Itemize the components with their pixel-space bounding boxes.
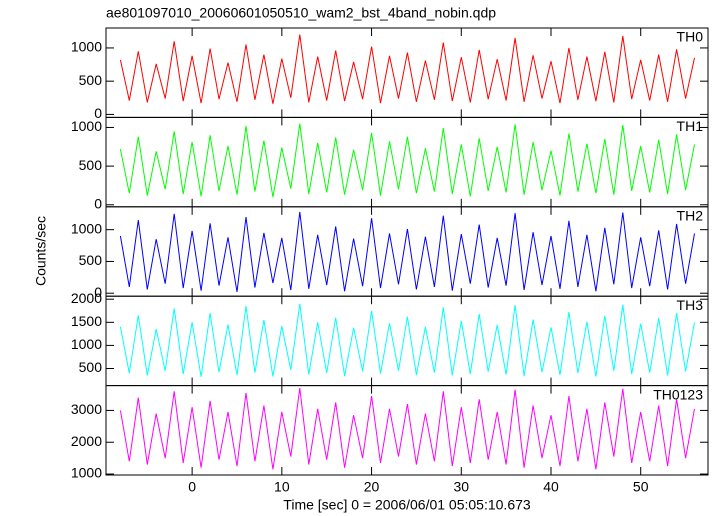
y-tick-label: 1000 <box>71 465 102 481</box>
light-curve <box>119 211 695 292</box>
panel-frame <box>105 385 709 476</box>
x-axis-label: Time [sec] 0 = 2006/06/01 05:05:10.673 <box>283 497 531 513</box>
y-tick-label: 0 <box>94 195 102 211</box>
light-curve <box>119 123 695 198</box>
y-tick-label: 0 <box>94 284 102 300</box>
light-curve <box>119 303 695 377</box>
y-tick-label: 500 <box>79 72 103 88</box>
y-tick-label: 1000 <box>71 118 102 134</box>
y-tick-label: 500 <box>79 157 103 173</box>
x-tick-label: 10 <box>274 479 290 495</box>
y-tick-label: 2000 <box>71 290 102 306</box>
y-tick-label: 1000 <box>71 39 102 55</box>
y-tick-label: 0 <box>94 105 102 121</box>
y-tick-label: 3000 <box>71 401 102 417</box>
chart-title: ae801097010_20060601050510_wam2_bst_4ban… <box>106 5 496 21</box>
series-label: TH2 <box>677 208 704 224</box>
y-tick-label: 500 <box>79 359 103 375</box>
x-tick-label: 40 <box>543 479 559 495</box>
series-label: TH0 <box>677 29 704 45</box>
x-tick-label: 0 <box>188 479 196 495</box>
x-tick-label: 50 <box>633 479 649 495</box>
y-tick-label: 1000 <box>71 220 102 236</box>
y-tick-label: 1000 <box>71 336 102 352</box>
x-tick-label: 30 <box>453 479 469 495</box>
series-label: TH3 <box>677 297 704 313</box>
y-axis-label: Counts/sec <box>33 216 49 286</box>
x-tick-label: 20 <box>364 479 380 495</box>
y-tick-label: 1500 <box>71 313 102 329</box>
series-label: TH0123 <box>653 386 703 402</box>
light-curve <box>119 34 695 104</box>
y-tick-label: 500 <box>79 252 103 268</box>
y-tick-label: 2000 <box>71 433 102 449</box>
light-curve <box>119 388 695 470</box>
series-label: TH1 <box>677 118 704 134</box>
